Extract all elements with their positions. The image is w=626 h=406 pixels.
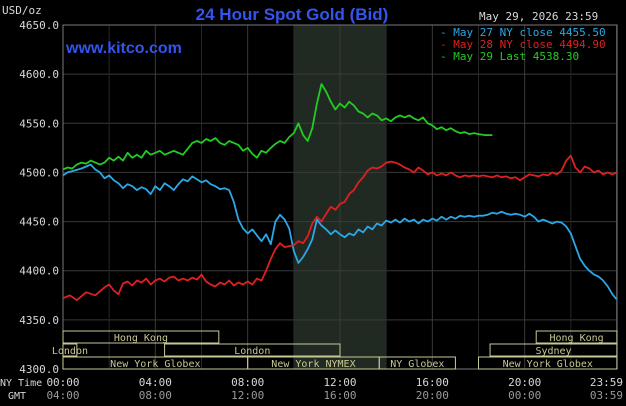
y-tick-label: 4650.0 [19, 19, 59, 32]
market-session-box [489, 343, 618, 357]
x-tick-label-gmt: 03:59 [590, 389, 623, 402]
market-session-box [378, 356, 456, 370]
x-tick-label-gmt: 08:00 [139, 389, 172, 402]
x-tick-label-gmt: 12:00 [231, 389, 264, 402]
market-session-box [62, 330, 220, 344]
x-tick-label-ny: 04:00 [139, 376, 172, 389]
y-tick-label: 4300.0 [19, 363, 59, 376]
y-tick-label: 4600.0 [19, 68, 59, 81]
market-session-label: New York NYMEX [271, 359, 355, 370]
x-tick-label-gmt: 16:00 [323, 389, 356, 402]
series-line-2 [62, 83, 493, 171]
gmt-row-label: GMT [8, 391, 26, 402]
x-tick-label-ny: 23:59 [590, 376, 623, 389]
x-tick-label-ny: 08:00 [231, 376, 264, 389]
market-session-box [535, 330, 618, 344]
series-line-1 [62, 154, 617, 302]
market-session-label: Hong Kong [550, 333, 604, 344]
legend-entry-may-28: - May 28 NY close 4494.90 [440, 38, 606, 51]
legend-entry-may-29: - May 29 Last 4538.30 [440, 50, 579, 63]
watermark: www.kitco.com [65, 40, 182, 57]
x-tick-label-ny: 12:00 [323, 376, 356, 389]
series-line-0 [62, 163, 618, 300]
market-session-label: Hong Kong [114, 333, 168, 344]
market-session-label: London [234, 346, 270, 357]
market-session-box [478, 356, 618, 370]
market-session-label: Sydney [535, 346, 571, 357]
ny-time-row-label: NY Time [0, 378, 42, 389]
y-tick-label: 4550.0 [19, 117, 59, 130]
legend: - May 27 NY close 4455.50 - May 28 NY cl… [440, 26, 606, 63]
market-session-label: New York Globex [110, 359, 200, 370]
market-session-box [164, 343, 341, 357]
x-tick-label-gmt: 20:00 [416, 389, 449, 402]
market-session-label: NY Globex [390, 359, 444, 370]
legend-entry-may-27: - May 27 NY close 4455.50 [440, 26, 606, 39]
market-session-box [62, 343, 78, 357]
date-stamp: May 29, 2026 23:59 [479, 10, 598, 23]
x-tick-label-ny: 00:00 [46, 376, 79, 389]
x-tick-label-ny: 20:00 [508, 376, 541, 389]
y-tick-label: 4450.0 [19, 216, 59, 229]
x-tick-label-ny: 16:00 [416, 376, 449, 389]
y-tick-label: 4500.0 [19, 166, 59, 179]
x-tick-label-gmt: 00:00 [508, 389, 541, 402]
y-axis-label: USD/oz [2, 4, 42, 17]
y-tick-label: 4350.0 [19, 314, 59, 327]
chart-title: 24 Hour Spot Gold (Bid) [196, 5, 389, 24]
x-tick-label-gmt: 04:00 [46, 389, 79, 402]
market-session-label: New York Globex [503, 359, 593, 370]
y-tick-label: 4400.0 [19, 265, 59, 278]
market-session-label: London [52, 346, 88, 357]
